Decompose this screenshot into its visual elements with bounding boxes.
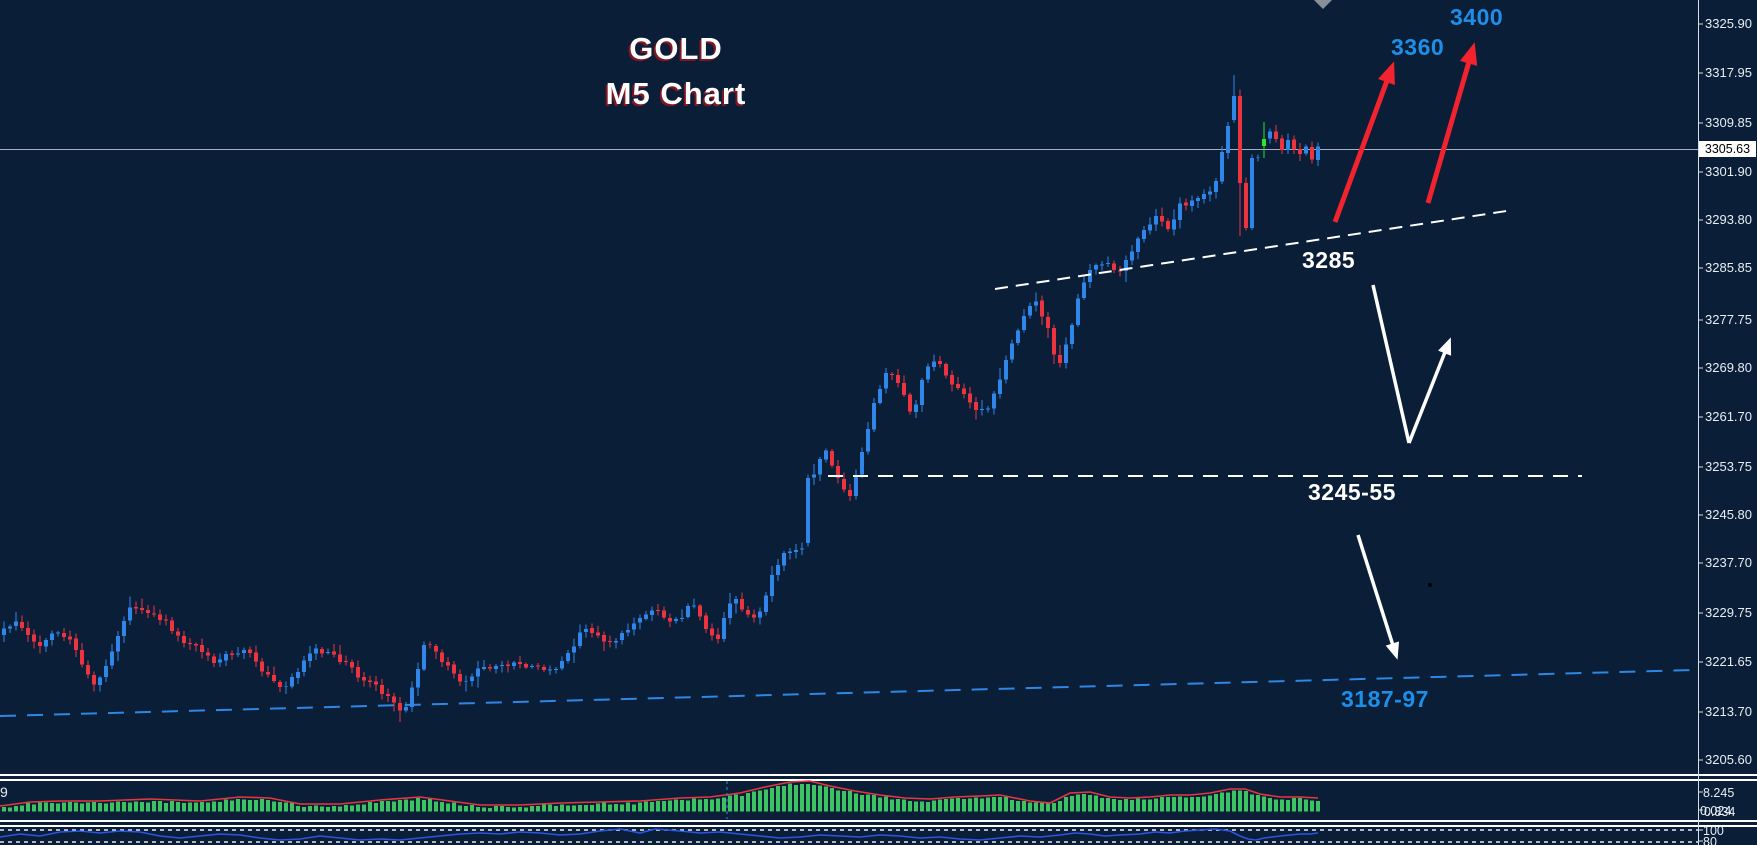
current-price-tag: 3305.63 — [1699, 141, 1756, 157]
white-arrow-down — [1356, 534, 1400, 660]
rising-resistance-trendline — [994, 209, 1514, 290]
price-axis-label: 3309.85 — [1705, 115, 1752, 130]
indicator1-scale-max: 8.245 — [1703, 786, 1735, 800]
indicator1-scale-min-a: 0.024 — [1700, 804, 1732, 818]
indicator1-scale-min-b: 0.834 — [1704, 805, 1736, 819]
chart-title: GOLD M5 Chart — [516, 26, 836, 116]
price-axis-label: 3213.70 — [1705, 704, 1752, 719]
annotation-zone-3187-97[interactable]: 3187-97 — [1341, 686, 1429, 712]
candlestick-series — [2, 75, 1320, 722]
price-axis-label: 3229.75 — [1705, 605, 1752, 620]
price-axis-label: 3245.80 — [1705, 507, 1752, 522]
price-axis-label: 3261.70 — [1705, 409, 1752, 424]
indicator1-histogram — [2, 783, 1320, 812]
chart-shift-marker — [1314, 0, 1332, 9]
annotation-level-3285[interactable]: 3285 — [1302, 247, 1356, 273]
red-arrow-to-3360 — [1332, 61, 1395, 223]
price-axis-label: 3285.85 — [1705, 260, 1752, 275]
stray-dot — [1428, 583, 1432, 587]
red-arrow-to-3400 — [1425, 42, 1478, 204]
price-axis-label: 3325.90 — [1705, 16, 1752, 31]
price-axis-label: 3205.60 — [1705, 752, 1752, 767]
annotation-target-3400[interactable]: 3400 — [1450, 4, 1504, 30]
white-v-up-leg — [1407, 337, 1452, 444]
price-axis-label: 3269.80 — [1705, 360, 1752, 375]
price-axis-label: 3237.70 — [1705, 555, 1752, 570]
annotation-target-3360[interactable]: 3360 — [1391, 34, 1445, 60]
chart-timeframe: M5 Chart — [605, 76, 747, 111]
price-axis-label: 3253.75 — [1705, 459, 1752, 474]
white-v-down-leg — [1371, 284, 1411, 444]
support-trendline-blue — [0, 669, 1695, 717]
price-axis-label: 3221.65 — [1705, 654, 1752, 669]
price-axis-label: 3301.90 — [1705, 164, 1752, 179]
price-axis-label: 3317.95 — [1705, 65, 1752, 80]
price-axis-label: 3293.80 — [1705, 212, 1752, 227]
indicator1-signal-line — [0, 780, 1319, 807]
annotation-zone-3245-55[interactable]: 3245-55 — [1308, 479, 1396, 505]
indicator2-level-100: 100 — [1703, 824, 1724, 838]
price-axis-label: 3277.75 — [1705, 312, 1752, 327]
chart-symbol: GOLD — [629, 31, 723, 66]
indicator2-line — [0, 828, 1319, 841]
indicator2-level-80: 80 — [1703, 835, 1717, 845]
indicator1-left-label: 9 — [0, 784, 8, 800]
